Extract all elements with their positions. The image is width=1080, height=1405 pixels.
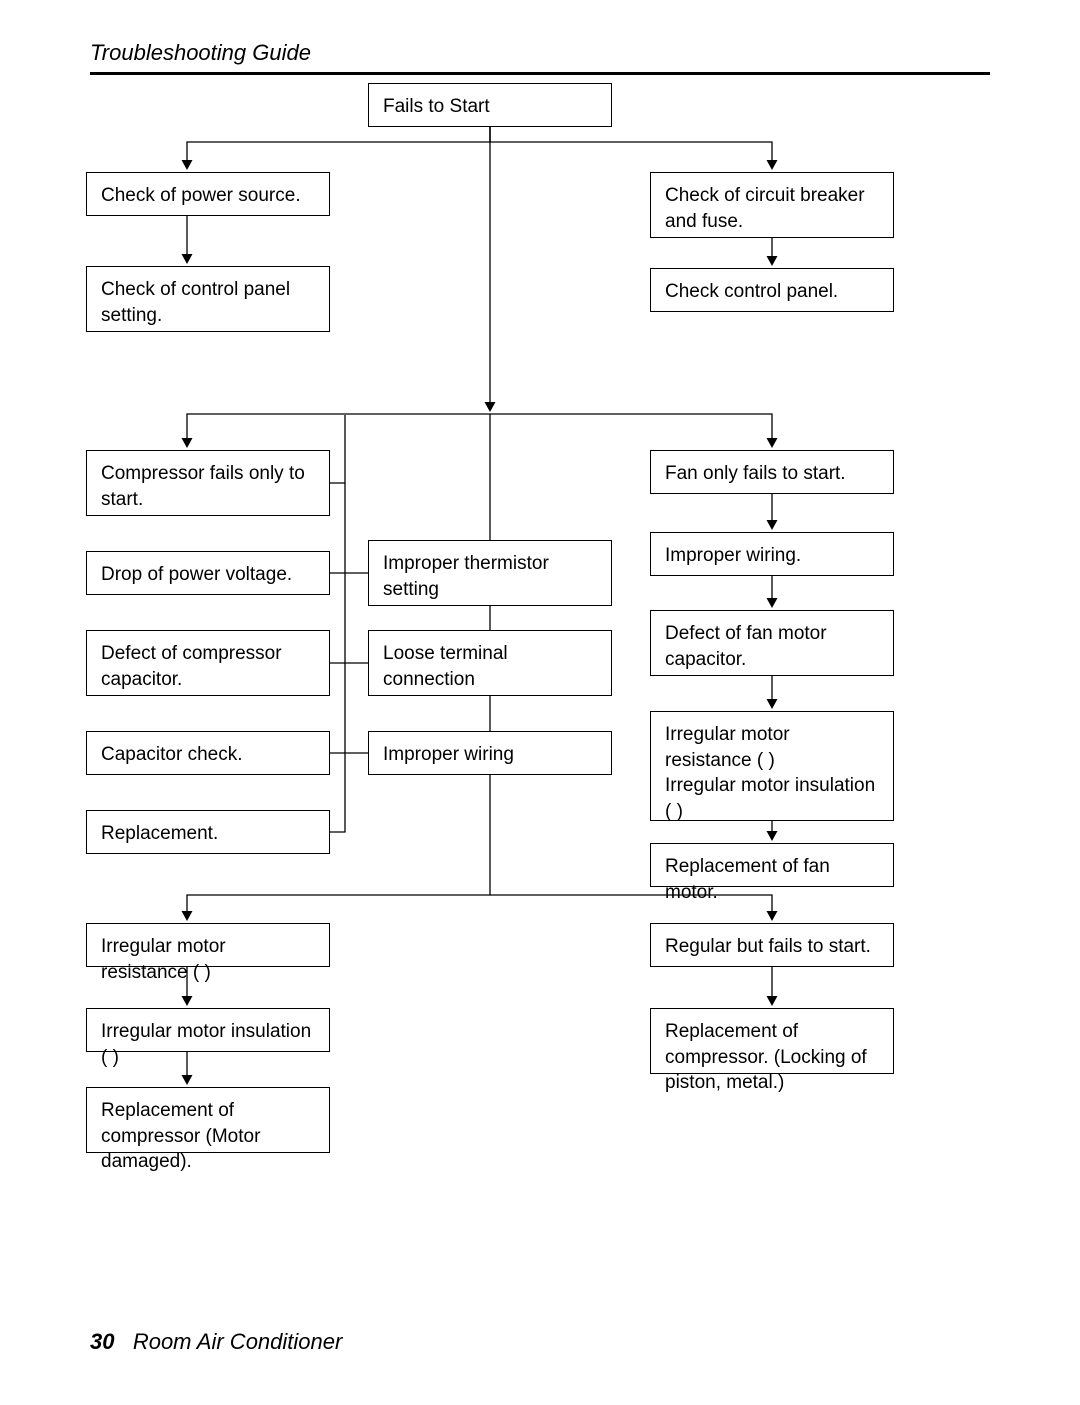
flow-node-l6: Capacitor check. bbox=[86, 731, 330, 775]
flow-node-r3: Fan only fails to start. bbox=[650, 450, 894, 494]
flow-node-r8: Regular but fails to start. bbox=[650, 923, 894, 967]
flow-node-l7: Replacement. bbox=[86, 810, 330, 854]
flow-node-l4: Drop of power voltage. bbox=[86, 551, 330, 595]
flow-node-r5: Defect of fan motor capacitor. bbox=[650, 610, 894, 676]
flow-node-l1: Check of power source. bbox=[86, 172, 330, 216]
flow-node-r6: Irregular motor resistance ( )Irregular … bbox=[650, 711, 894, 821]
footer-title: Room Air Conditioner bbox=[133, 1329, 343, 1354]
flow-node-r4: Improper wiring. bbox=[650, 532, 894, 576]
flow-node-l8: Irregular motor resistance ( ) bbox=[86, 923, 330, 967]
page-footer: 30 Room Air Conditioner bbox=[90, 1329, 342, 1355]
flow-node-l3: Compressor fails only to start. bbox=[86, 450, 330, 516]
flow-node-r9: Replacement of compressor. (Locking of p… bbox=[650, 1008, 894, 1074]
flow-node-r1: Check of circuit breaker and fuse. bbox=[650, 172, 894, 238]
footer-page-number: 30 bbox=[90, 1329, 114, 1354]
flow-node-root: Fails to Start bbox=[368, 83, 612, 127]
flow-node-l2: Check of control panel setting. bbox=[86, 266, 330, 332]
flow-node-l10: Replacement of compressor (Motor damaged… bbox=[86, 1087, 330, 1153]
flow-node-l9: Irregular motor insulation ( ) bbox=[86, 1008, 330, 1052]
flow-node-m2: Loose terminal connection bbox=[368, 630, 612, 696]
flow-node-r7: Replacement of fan motor. bbox=[650, 843, 894, 887]
flow-node-m3: Improper wiring bbox=[368, 731, 612, 775]
flow-node-l5: Defect of compressor capacitor. bbox=[86, 630, 330, 696]
page: Troubleshooting Guide Fails to StartChec… bbox=[0, 0, 1080, 1405]
flow-node-r2: Check control panel. bbox=[650, 268, 894, 312]
flow-node-m1: Improper thermistor setting bbox=[368, 540, 612, 606]
